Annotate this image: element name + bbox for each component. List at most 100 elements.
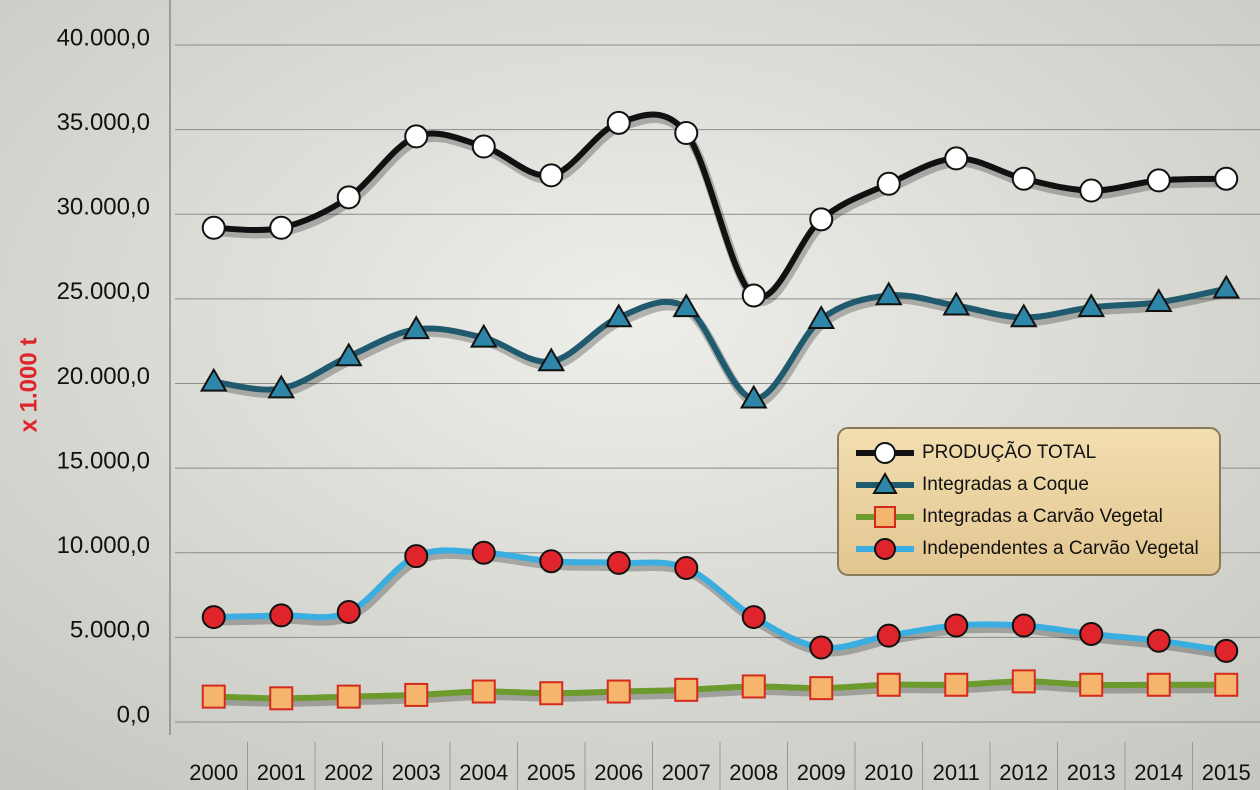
point: [471, 540, 496, 565]
point: [606, 110, 631, 135]
point: [201, 684, 226, 709]
point: [404, 544, 429, 569]
point: [1144, 288, 1173, 313]
point: [872, 472, 898, 494]
point: [942, 291, 971, 316]
y-tick-label: 5.000,0: [70, 617, 150, 644]
line: [213, 285, 1227, 402]
point: [1146, 672, 1171, 697]
point: [1079, 621, 1104, 646]
point: [606, 679, 631, 704]
y-tick-label: 30.000,0: [57, 194, 150, 221]
point: [1079, 178, 1104, 203]
point: [336, 185, 361, 210]
point: [809, 207, 834, 232]
point: [741, 283, 766, 308]
point: [809, 676, 834, 701]
x-tick-label: 2007: [662, 760, 711, 785]
point: [1011, 613, 1036, 638]
point: [741, 605, 766, 630]
y-tick-label: 20.000,0: [57, 363, 150, 390]
line-shadow: [215, 680, 1229, 707]
point: [471, 134, 496, 159]
point: [269, 686, 294, 711]
point: [269, 215, 294, 240]
y-tick-label: 15.000,0: [57, 447, 150, 474]
point: [469, 323, 498, 348]
x-tick-label: 2001: [257, 760, 306, 785]
point: [539, 681, 564, 706]
y-tick-label: 0,0: [117, 701, 150, 728]
point: [876, 171, 901, 196]
x-tick-label: 2010: [864, 760, 913, 785]
x-tick-label: 2002: [324, 760, 373, 785]
point: [606, 550, 631, 575]
point: [539, 549, 564, 574]
point: [874, 506, 896, 528]
point: [674, 121, 699, 146]
point: [201, 215, 226, 240]
point: [269, 603, 294, 628]
x-tick-label: 2003: [392, 760, 441, 785]
point: [807, 305, 836, 329]
point: [944, 672, 969, 697]
point: [336, 599, 361, 624]
point: [604, 303, 633, 328]
point: [672, 293, 701, 318]
point: [1011, 669, 1036, 694]
point: [539, 163, 564, 188]
point: [876, 623, 901, 648]
point: [1009, 303, 1038, 328]
point: [1146, 628, 1171, 653]
x-tick-label: 2009: [797, 760, 846, 785]
legend-label: Integradas a Carvão Vegetal: [922, 506, 1163, 527]
legend-label: PRODUÇÃO TOTAL: [922, 441, 1096, 463]
legend-label: Independentes a Carvão Vegetal: [922, 538, 1199, 559]
y-tick-label: 10.000,0: [57, 532, 150, 559]
y-axis-label: x 1.000 t: [15, 338, 42, 433]
point: [201, 605, 226, 630]
point: [876, 672, 901, 697]
y-tick-label: 25.000,0: [57, 278, 150, 305]
line: [213, 111, 1227, 301]
point: [402, 315, 431, 340]
x-tick-label: 2000: [189, 760, 238, 785]
line: [213, 678, 1227, 702]
point: [1079, 672, 1104, 697]
point: [1214, 166, 1239, 191]
line: [213, 547, 1227, 654]
x-tick-label: 2004: [459, 760, 508, 785]
point: [1011, 166, 1036, 191]
x-tick-label: 2014: [1134, 760, 1183, 785]
legend-label: Integradas a Coque: [922, 474, 1089, 495]
point: [404, 124, 429, 149]
point: [739, 384, 768, 409]
point: [1146, 168, 1171, 193]
point: [1212, 274, 1241, 299]
x-tick-label: 2012: [999, 760, 1048, 785]
point: [199, 367, 228, 392]
point: [471, 679, 496, 704]
point: [874, 538, 896, 560]
y-tick-label: 35.000,0: [57, 109, 150, 136]
x-tick-label: 2008: [729, 760, 778, 785]
y-tick-label: 40.000,0: [57, 24, 150, 51]
x-tick-label: 2013: [1067, 760, 1116, 785]
point: [334, 342, 363, 367]
point: [809, 635, 834, 660]
point: [944, 146, 969, 171]
point: [1214, 672, 1239, 697]
legend-box: [837, 427, 1221, 576]
x-tick-label: 2005: [527, 760, 576, 785]
point: [537, 347, 566, 372]
x-tick-label: 2006: [594, 760, 643, 785]
x-tick-label: 2011: [933, 760, 980, 785]
point: [874, 442, 896, 464]
point: [336, 684, 361, 709]
point: [404, 682, 429, 707]
point: [741, 674, 766, 699]
point: [674, 677, 699, 702]
point: [944, 613, 969, 638]
